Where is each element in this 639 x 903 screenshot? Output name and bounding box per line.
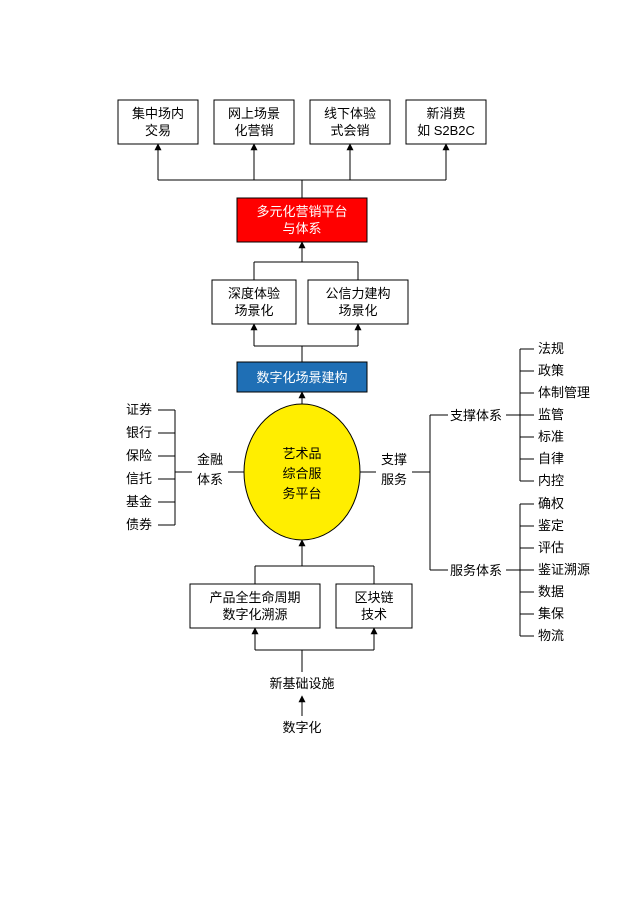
bottom-label-0: 新基础设施 [269, 676, 334, 691]
left-bracket [175, 410, 192, 525]
top-box-3: 线下体验 式会销 [310, 100, 390, 144]
mid-box-2-l1: 公信力建构 [325, 286, 390, 301]
rg2-4: 数据 [538, 584, 564, 599]
top-box-2: 网上场景 化营销 [214, 100, 294, 144]
red-box-l2: 与体系 [282, 221, 321, 236]
mid-box-1-l1: 深度体验 [228, 286, 280, 301]
left-label-l1: 金融 [197, 452, 223, 467]
blue-box-text: 数字化场景建构 [256, 370, 347, 385]
right-group2-bracket [506, 504, 520, 636]
mid-box-2: 公信力建构 场景化 [308, 280, 408, 324]
connector-mid-to-red [254, 242, 358, 280]
bottom-box-2-l2: 技术 [361, 607, 387, 622]
bottom-box-2: 区块链 技术 [336, 584, 412, 628]
bottom-box-1: 产品全生命周期 数字化溯源 [190, 584, 320, 628]
rg1-6: 内控 [538, 473, 564, 488]
right-group1-label: 支撑体系 [450, 408, 502, 423]
left-label-l2: 体系 [197, 472, 223, 487]
right-group2-label: 服务体系 [450, 563, 502, 578]
ellipse-l3: 务平台 [282, 486, 321, 501]
left-item-3: 信托 [126, 471, 152, 486]
rg2-1: 鉴定 [538, 518, 564, 533]
top-box-4-l2: 如 S2B2C [417, 123, 475, 138]
top-box-3-l1: 线下体验 [324, 106, 376, 121]
left-item-1: 银行 [126, 425, 152, 440]
connector-bottom-to-ellipse [255, 540, 374, 584]
right-group1-bracket [506, 349, 520, 481]
rg2-2: 评估 [538, 540, 564, 555]
right-group2-items: 确权 鉴定 评估 鉴证溯源 数据 集保 物流 [520, 496, 590, 643]
left-items: 证券 银行 保险 信托 基金 债券 [126, 402, 175, 532]
rg1-1: 政策 [538, 363, 564, 378]
top-box-2-l2: 化营销 [234, 123, 273, 138]
top-box-1: 集中场内 交易 [118, 100, 198, 144]
ellipse-l1: 艺术品 [282, 446, 321, 461]
top-box-4: 新消费 如 S2B2C [406, 100, 486, 144]
mid-box-1-l2: 场景化 [234, 303, 273, 318]
red-box-l1: 多元化营销平台 [256, 204, 347, 219]
red-box: 多元化营销平台 与体系 [237, 198, 367, 242]
right-main-bracket [412, 415, 448, 570]
right-label-l2: 服务 [381, 472, 407, 487]
top-box-1-l1: 集中场内 [132, 106, 184, 121]
mid-box-2-l2: 场景化 [338, 303, 377, 318]
right-label-l1: 支撑 [381, 452, 407, 467]
mid-box-1: 深度体验 场景化 [212, 280, 296, 324]
rg2-0: 确权 [538, 496, 564, 511]
top-box-3-l2: 式会销 [330, 123, 369, 138]
bottom-label-1: 数字化 [282, 720, 321, 735]
rg2-5: 集保 [538, 606, 564, 621]
center-ellipse: 艺术品 综合服 务平台 [244, 404, 360, 540]
bottom-box-1-l2: 数字化溯源 [222, 607, 287, 622]
rg1-5: 自律 [538, 451, 564, 466]
left-item-2: 保险 [126, 448, 152, 463]
top-box-1-l2: 交易 [145, 123, 171, 138]
rg1-2: 体制管理 [538, 385, 590, 400]
left-item-4: 基金 [126, 494, 152, 509]
rg2-3: 鉴证溯源 [538, 562, 590, 577]
left-item-5: 债券 [126, 517, 152, 532]
top-box-2-l1: 网上场景 [228, 106, 280, 121]
rg2-6: 物流 [538, 628, 564, 643]
connector-blue-to-mid [254, 324, 358, 362]
connector-labels-to-bottompair: 新基础设施 数字化 [255, 628, 374, 735]
connector-red-to-top [158, 144, 446, 198]
rg1-3: 监管 [538, 407, 564, 422]
rg1-0: 法规 [538, 341, 564, 356]
left-item-0: 证券 [126, 402, 152, 417]
top-box-4-l1: 新消费 [426, 106, 465, 121]
ellipse-l2: 综合服 [282, 466, 321, 481]
right-group1-items: 法规 政策 体制管理 监管 标准 自律 内控 [520, 341, 590, 488]
rg1-4: 标准 [538, 429, 564, 444]
blue-box: 数字化场景建构 [237, 362, 367, 392]
bottom-box-1-l1: 产品全生命周期 [209, 590, 300, 605]
bottom-box-2-l1: 区块链 [354, 590, 393, 605]
